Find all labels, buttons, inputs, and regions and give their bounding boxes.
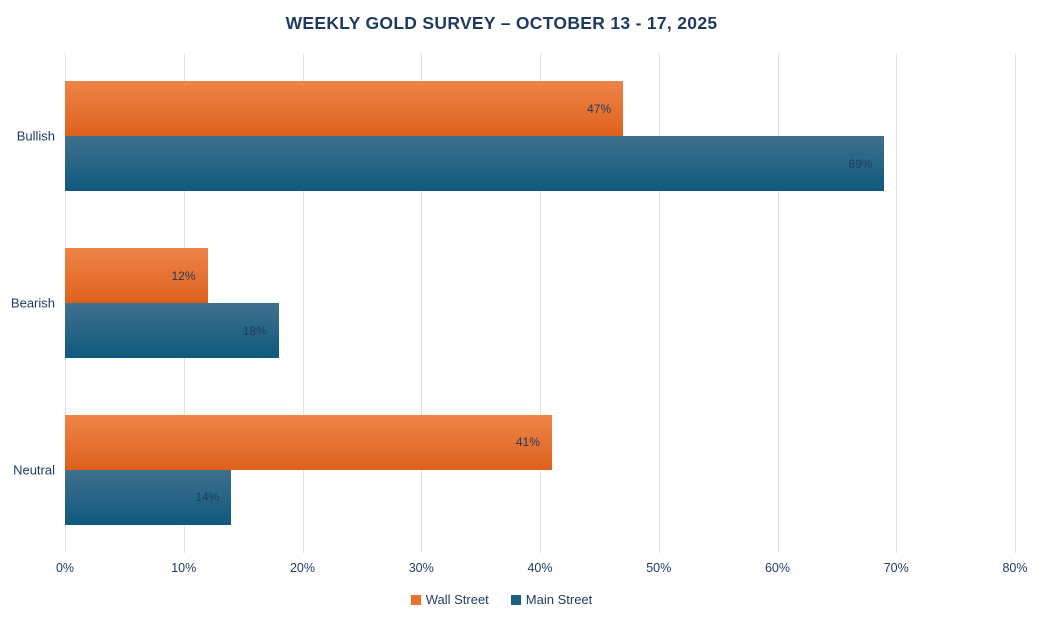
chart-title: WEEKLY GOLD SURVEY – OCTOBER 13 - 17, 20… xyxy=(285,13,718,33)
legend-item-wall-street: Wall Street xyxy=(410,592,489,607)
legend-swatch-wall-street xyxy=(410,594,421,605)
gridline-80- xyxy=(1015,53,1016,553)
x-axis-tick-label: 30% xyxy=(408,561,434,575)
x-axis-tick-label: 0% xyxy=(55,561,75,575)
gridline-20- xyxy=(302,53,304,553)
bar-bearish-wall-street: 12% xyxy=(65,248,208,303)
bar-data-label: 14% xyxy=(195,490,220,505)
category-label-neutral: Neutral xyxy=(13,462,55,478)
x-axis-tick-label: 70% xyxy=(883,561,909,575)
bar-bullish-main-street: 69% xyxy=(65,136,885,192)
gridline-30- xyxy=(421,53,423,553)
legend-label: Wall Street xyxy=(425,592,489,607)
bar-data-label: 41% xyxy=(515,435,540,450)
x-axis-tick-label: 80% xyxy=(1002,561,1028,575)
x-axis-tick-label: 20% xyxy=(289,561,316,575)
x-axis-tick-label: 60% xyxy=(764,561,791,575)
legend-label: Main Street xyxy=(525,592,593,607)
bar-data-label: 18% xyxy=(242,323,267,338)
gridline-70- xyxy=(896,53,898,553)
bar-data-label: 47% xyxy=(587,101,612,116)
bar-data-label: 69% xyxy=(848,156,873,171)
gridline-50- xyxy=(658,53,660,553)
category-label-bullish: Bullish xyxy=(16,128,55,144)
gridline-40- xyxy=(540,53,541,553)
legend-item-main-street: Main Street xyxy=(510,592,593,607)
category-label-bearish: Bearish xyxy=(10,295,55,311)
x-axis-tick-label: 50% xyxy=(646,561,672,575)
legend: Wall Street Main Street xyxy=(0,592,1003,607)
plot-area: 47% 69% 12% 18% 41% 14% xyxy=(65,53,1016,553)
x-axis-tick-label: 10% xyxy=(171,561,197,575)
legend-swatch-main-street xyxy=(510,594,521,605)
bar-bullish-wall-street: 47% xyxy=(65,81,624,137)
bar-neutral-wall-street: 41% xyxy=(65,414,552,470)
gridline-60- xyxy=(777,53,779,553)
bar-bearish-main-street: 18% xyxy=(65,303,279,358)
bar-neutral-main-street: 14% xyxy=(65,469,232,525)
x-axis-tick-label: 40% xyxy=(527,561,553,575)
bar-data-label: 12% xyxy=(171,268,196,283)
